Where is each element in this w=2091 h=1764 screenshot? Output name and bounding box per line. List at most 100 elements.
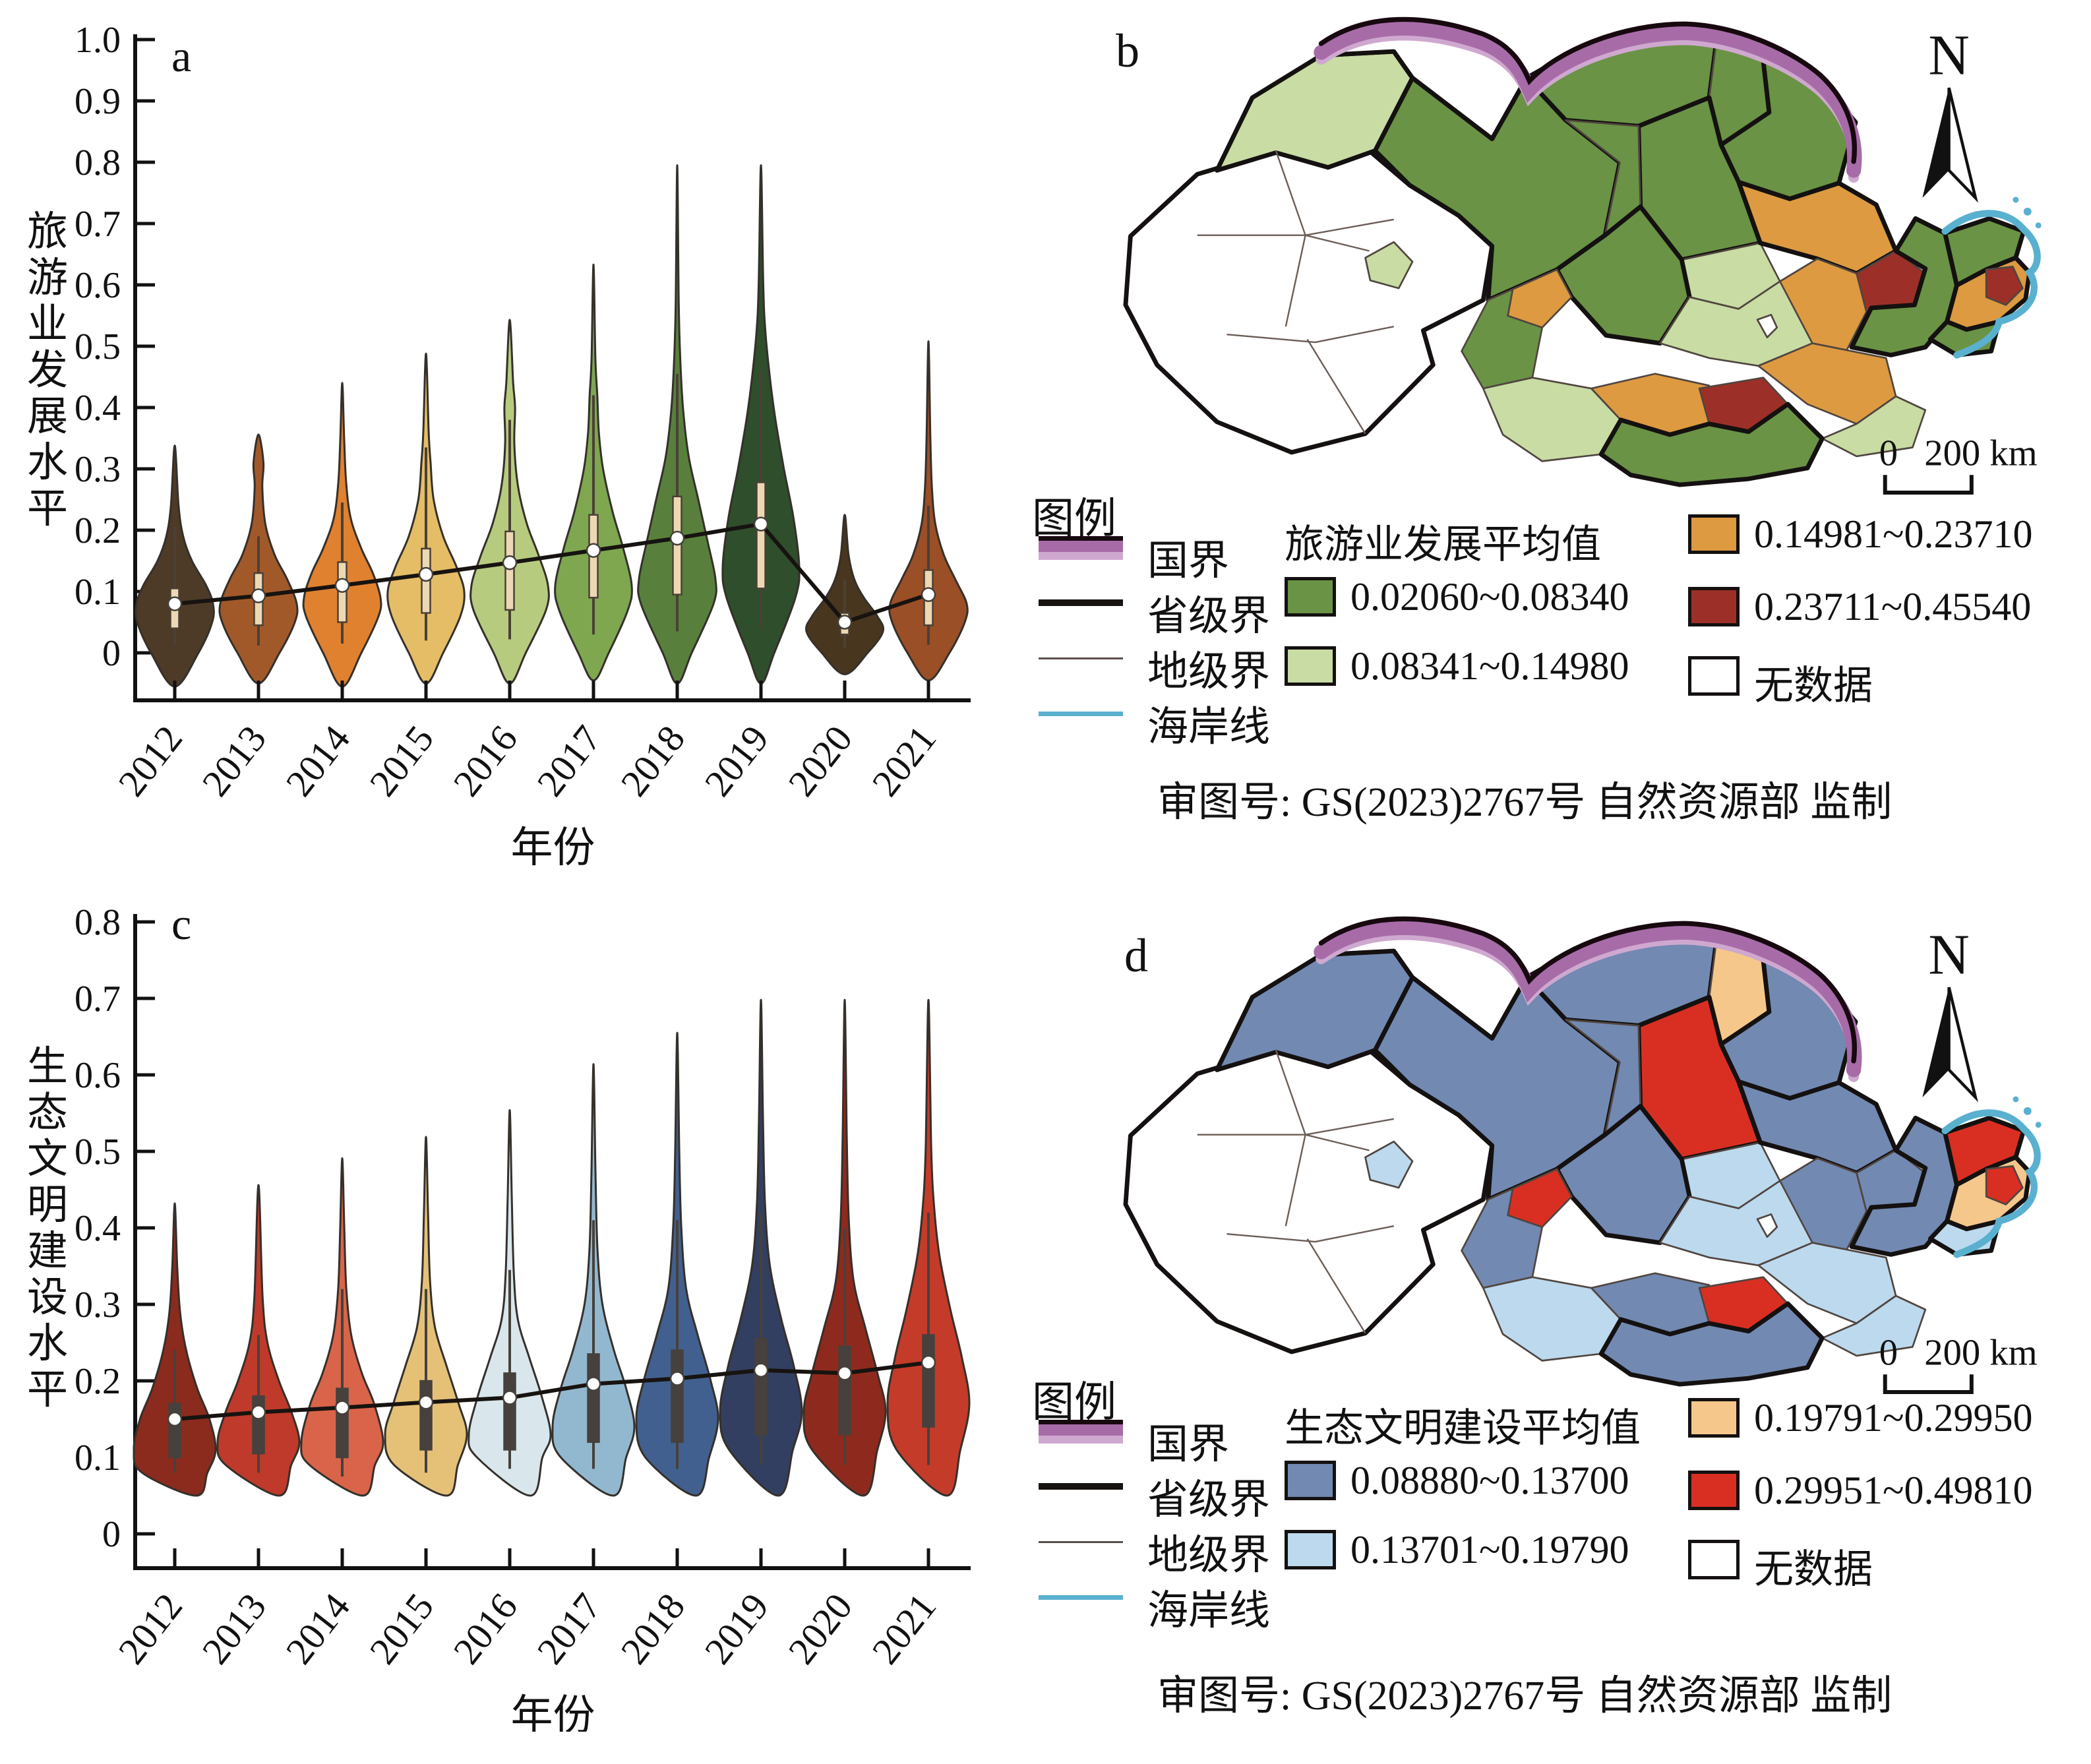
- scalebar-zero: 0: [1879, 1332, 1898, 1373]
- y-tick-label: 0.8: [75, 902, 121, 943]
- legend-item-prefecture-border: 地级界: [1039, 636, 1302, 694]
- map-region-R33: [1598, 402, 1825, 487]
- mean-line: [174, 1360, 929, 1421]
- island-dot: [2013, 1096, 2019, 1103]
- y-axis-title-char: 业: [27, 302, 68, 347]
- mean-point-2017: [586, 1376, 601, 1391]
- legend-panel-d: 图例 国界 省级界 地级界 海岸线 生态文明建设平均值 0.08880~0.13…: [1029, 1368, 2091, 1764]
- scalebar-zero: 0: [1879, 433, 1898, 473]
- y-axis-title-char: 游: [27, 256, 68, 301]
- legend-item-prefecture-border: 地级界: [1039, 1520, 1302, 1578]
- scalebar-bracket: [1883, 475, 1974, 495]
- map-region-R30: [1985, 1165, 2024, 1205]
- box-2020: [838, 1345, 851, 1436]
- box-2016: [504, 530, 515, 611]
- y-tick-label: 0: [102, 633, 121, 674]
- x-tick-label: 2018: [613, 1585, 694, 1672]
- scalebar-bracket: [1883, 1374, 1974, 1395]
- legend-item-national-border: 国界: [1039, 526, 1302, 584]
- x-tick-label: 2014: [278, 1585, 359, 1672]
- x-tick-label: 2017: [529, 717, 610, 804]
- mean-point-2015: [418, 566, 434, 582]
- x-tick-label: 2012: [110, 1585, 191, 1672]
- map-region-R30: [1985, 265, 2024, 306]
- north-arrow-icon: [1947, 987, 1978, 1103]
- legend-caption: 图例: [1032, 495, 1116, 542]
- x-tick-label: 2021: [864, 717, 945, 804]
- box-2019: [756, 481, 766, 590]
- x-tick-label: 2012: [110, 717, 191, 804]
- y-tick-label: 0.9: [75, 81, 121, 122]
- choropleth-title: 生态文明建设平均值: [1285, 1407, 1641, 1450]
- national-border-line: [1314, 20, 1862, 178]
- panel-label-b: b: [1116, 24, 1139, 77]
- coastline-label: 海岸线: [1147, 705, 1271, 750]
- x-tick-label: 2014: [278, 717, 359, 804]
- legend-item-national-border: 国界: [1039, 1409, 1302, 1467]
- legend-item-province-border: 省级界: [1039, 1465, 1302, 1523]
- prefecture-boundary-line: [1306, 338, 1366, 435]
- y-axis-title-char: 设: [27, 1275, 68, 1320]
- x-tick-label: 2013: [194, 1585, 275, 1672]
- mean-point-2020: [837, 615, 853, 630]
- prefecture-border-label: 地级界: [1147, 650, 1271, 694]
- y-tick-label: 0.6: [75, 1055, 121, 1096]
- y-tick-label: 0.8: [75, 142, 121, 183]
- x-tick-label: 2016: [445, 717, 526, 804]
- panel-label: c: [171, 899, 191, 949]
- prefecture-border-label: 地级界: [1147, 1533, 1271, 1578]
- map-region-RH1: [1756, 1213, 1778, 1238]
- mean-point-2018: [669, 1371, 685, 1386]
- island-dot: [2023, 207, 2032, 216]
- mean-point-2019: [753, 1362, 769, 1378]
- national-border-label: 国界: [1147, 1422, 1230, 1467]
- map-region-R33: [1598, 1301, 1825, 1387]
- prefecture-boundary-line: [1305, 1134, 1370, 1151]
- x-axis-title: 年份: [511, 824, 595, 867]
- map-region-R27: [1849, 1115, 1959, 1257]
- panel-label: a: [171, 31, 191, 81]
- prefecture-boundary-line: [1306, 1238, 1366, 1334]
- x-tick-label: 2019: [696, 717, 777, 804]
- map-region-R05: [1364, 1140, 1414, 1189]
- province-border-label: 省级界: [1147, 1478, 1271, 1523]
- box-2015: [419, 1380, 433, 1451]
- mean-point-2013: [251, 588, 266, 603]
- coastline-path: [1941, 1109, 2041, 1258]
- x-tick-label: 2020: [780, 717, 861, 804]
- y-axis-title-char: 旅: [27, 210, 68, 255]
- y-axis-title-char: 发: [27, 348, 68, 393]
- national-border-label: 国界: [1147, 539, 1230, 584]
- y-tick-label: 0.1: [75, 1438, 121, 1478]
- y-tick-label: 0.7: [75, 979, 121, 1019]
- mean-point-2019: [753, 516, 769, 532]
- x-tick-label: 2020: [780, 1585, 861, 1672]
- legend-item-coastline: 海岸线: [1039, 1575, 1302, 1633]
- legend-panel-b: 图例 国界 省级界 地级界 海岸线 旅游业发展平均值 0.02060~0.083…: [1029, 485, 2091, 880]
- y-axis-title-char: 展: [27, 394, 68, 439]
- coastline-path: [1941, 210, 2041, 359]
- choropleth-title: 旅游业发展平均值: [1285, 523, 1601, 566]
- y-axis-title-char: 明: [27, 1183, 68, 1228]
- map-certificate: 审图号: GS(2023)2767号 自然资源部 监制: [1157, 780, 1893, 825]
- violin-2012: [133, 1202, 217, 1497]
- y-axis-title-char: 平: [27, 487, 68, 532]
- coastline-icon: [1039, 692, 1123, 738]
- x-tick-label: 2021: [864, 1585, 945, 1672]
- box-2018: [671, 1349, 684, 1444]
- north-arrow-icon: [1922, 88, 1949, 198]
- x-tick-label: 2017: [529, 1585, 610, 1672]
- y-tick-label: 0.2: [75, 1361, 121, 1402]
- prefecture-boundary-line: [1305, 234, 1370, 252]
- mean-point-2016: [502, 1390, 518, 1405]
- y-tick-label: 1.0: [75, 20, 121, 61]
- box-2021: [922, 1334, 935, 1428]
- map-region-R17: [1461, 1188, 1544, 1289]
- mean-point-2020: [837, 1366, 853, 1381]
- y-tick-label: 0.5: [75, 1132, 121, 1172]
- mean-point-2012: [167, 1411, 183, 1427]
- map-region-R05: [1364, 241, 1414, 289]
- map-ecology: N 0 200 km: [1123, 916, 2042, 1395]
